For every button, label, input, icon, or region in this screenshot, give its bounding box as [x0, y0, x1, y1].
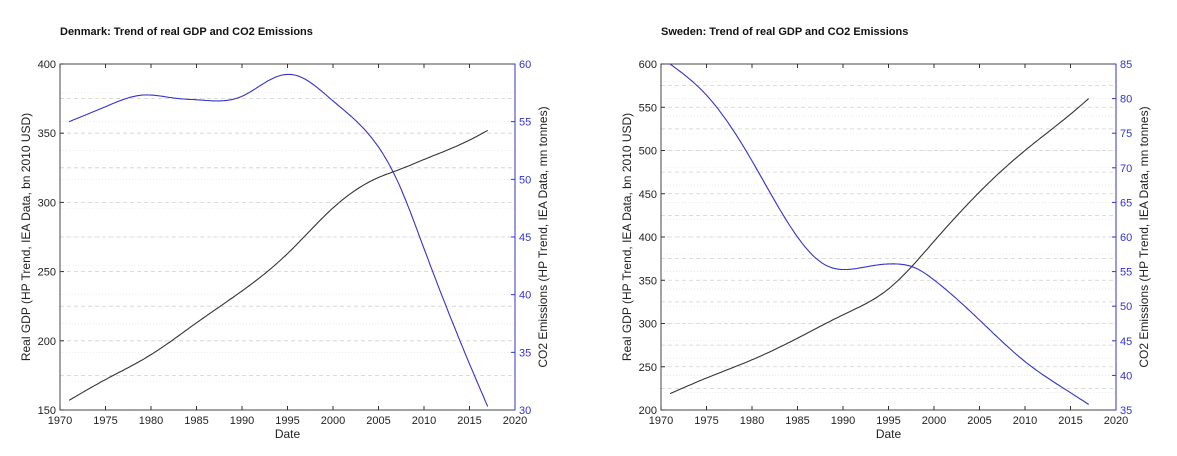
x-tick-label: 1990	[831, 415, 855, 427]
y-tick-label: 500	[639, 146, 657, 158]
x-axis-label: Date	[876, 427, 902, 441]
x-tick-label: 2010	[1013, 415, 1037, 427]
co2-emissions-line	[68, 73, 489, 407]
x-tick-label: 1970	[48, 415, 72, 427]
y-right-tick-label: 85	[1120, 59, 1132, 71]
real-gdp-line	[669, 98, 1090, 395]
y-right-tick-label: 70	[1120, 163, 1132, 175]
y-right-tick-label: 60	[519, 59, 531, 71]
chart-title: Sweden: Trend of real GDP and CO2 Emissi…	[661, 26, 908, 38]
y-tick-label: 350	[38, 128, 56, 140]
y-right-tick-label: 40	[519, 290, 531, 302]
y-right-tick-label: 30	[519, 405, 531, 417]
y-tick-label: 300	[38, 197, 56, 209]
x-tick-label: 2020	[1104, 415, 1128, 427]
y-axis-label: Real GDP (HP Trend, IEA Data, bn 2010 US…	[620, 113, 634, 361]
x-axis-label: Date	[275, 427, 301, 441]
y-axis-label: Real GDP (HP Trend, IEA Data, bn 2010 US…	[19, 113, 33, 361]
x-tick-label: 1980	[740, 415, 764, 427]
x-tick-label: 1970	[649, 415, 673, 427]
x-tick-label: 2000	[321, 415, 345, 427]
y-right-tick-label: 60	[1120, 232, 1132, 244]
y-right-tick-label: 55	[1120, 267, 1132, 279]
y-tick-label: 400	[38, 59, 56, 71]
y-tick-label: 250	[38, 267, 56, 279]
y-tick-label: 550	[639, 102, 657, 114]
x-tick-label: 1985	[785, 415, 809, 427]
y-right-tick-label: 75	[1120, 128, 1132, 140]
y-right-tick-label: 35	[519, 347, 531, 359]
y-right-tick-label: 45	[519, 232, 531, 244]
y-right-tick-label: 65	[1120, 197, 1132, 209]
y-tick-label: 400	[639, 232, 657, 244]
y-tick-label: 300	[639, 319, 657, 331]
y-right-tick-label: 35	[1120, 405, 1132, 417]
y-right-tick-label: 55	[519, 117, 531, 129]
x-tick-label: 2005	[967, 415, 991, 427]
x-tick-label: 2015	[1058, 415, 1082, 427]
y-tick-label: 250	[639, 362, 657, 374]
x-tick-label: 1980	[139, 415, 163, 427]
x-tick-label: 1995	[876, 415, 900, 427]
x-tick-label: 2015	[457, 415, 481, 427]
x-tick-label: 1990	[230, 415, 254, 427]
chart-2: Sweden: Trend of real GDP and CO2 Emissi…	[620, 26, 1151, 441]
y-right-tick-label: 80	[1120, 94, 1132, 106]
y-tick-label: 600	[639, 59, 657, 71]
y-right-tick-label: 50	[1120, 301, 1132, 313]
y-right-axis-label: CO2 Emissions (HP Trend, IEA Data, mn to…	[536, 106, 550, 367]
y-right-axis-label: CO2 Emissions (HP Trend, IEA Data, mn to…	[1137, 106, 1151, 367]
y-right-tick-label: 50	[519, 174, 531, 186]
y-tick-label: 200	[639, 405, 657, 417]
y-tick-label: 150	[38, 405, 56, 417]
real-gdp-line	[68, 129, 488, 401]
x-tick-label: 2020	[503, 415, 527, 427]
x-tick-label: 1995	[275, 415, 299, 427]
co2-emissions-line	[669, 63, 1090, 405]
chart-1: Denmark: Trend of real GDP and CO2 Emiss…	[19, 26, 550, 441]
x-tick-label: 2000	[922, 415, 946, 427]
y-right-tick-label: 40	[1120, 370, 1132, 382]
y-tick-label: 350	[639, 275, 657, 287]
x-tick-label: 1975	[93, 415, 117, 427]
x-tick-label: 1975	[694, 415, 718, 427]
x-tick-label: 1985	[184, 415, 208, 427]
y-tick-label: 450	[639, 189, 657, 201]
y-tick-label: 200	[38, 336, 56, 348]
chart-title: Denmark: Trend of real GDP and CO2 Emiss…	[60, 26, 313, 38]
y-right-tick-label: 45	[1120, 336, 1132, 348]
x-tick-label: 2005	[366, 415, 390, 427]
x-tick-label: 2010	[412, 415, 436, 427]
